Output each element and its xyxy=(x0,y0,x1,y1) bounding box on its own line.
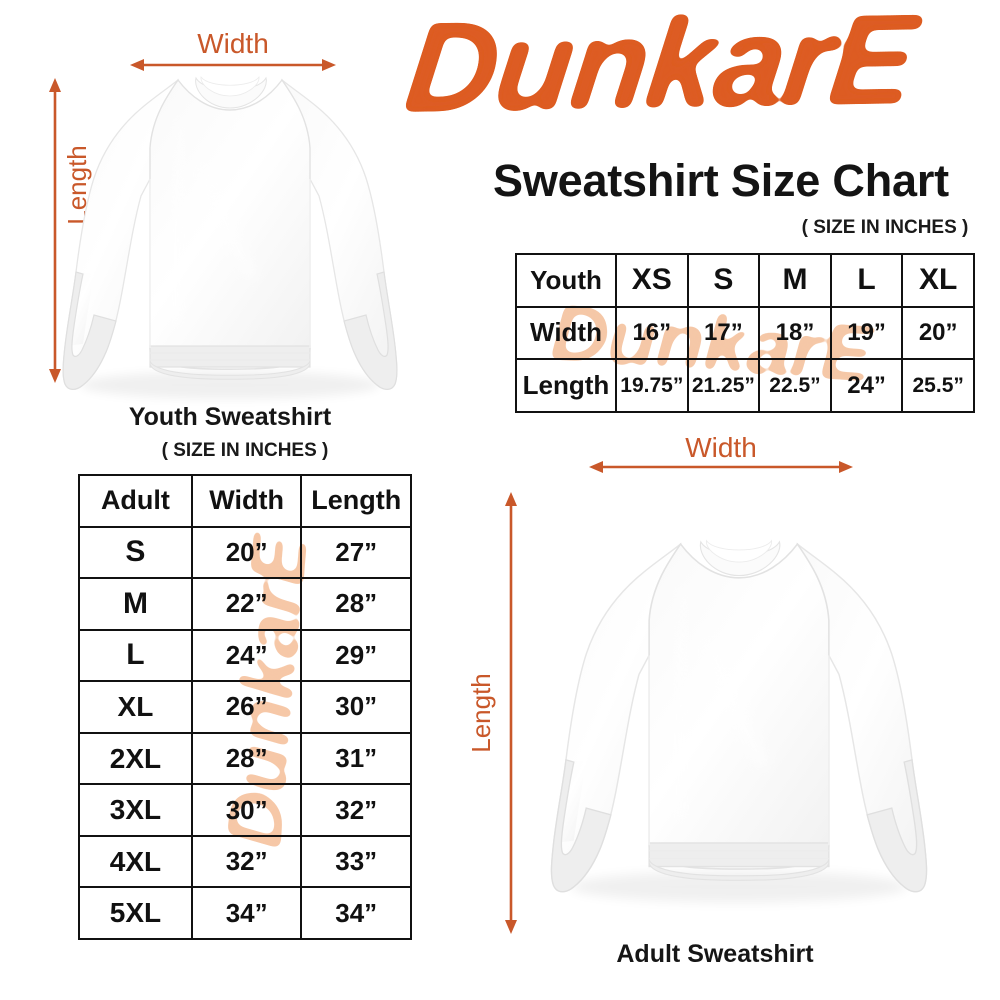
svg-text:DunkarE: DunkarE xyxy=(398,0,928,140)
